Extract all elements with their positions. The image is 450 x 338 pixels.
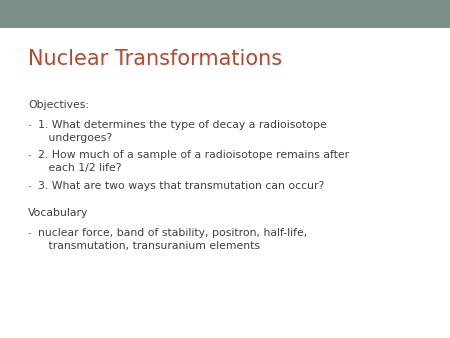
Text: Nuclear Transformations: Nuclear Transformations xyxy=(28,49,282,69)
Text: Objectives:: Objectives: xyxy=(28,100,89,110)
Text: ·: · xyxy=(28,228,32,241)
Bar xyxy=(0,0,450,28)
Text: 3. What are two ways that transmutation can occur?: 3. What are two ways that transmutation … xyxy=(38,181,324,191)
Text: ·: · xyxy=(28,150,32,163)
Text: ·: · xyxy=(28,120,32,133)
Text: ·: · xyxy=(28,181,32,194)
Text: Vocabulary: Vocabulary xyxy=(28,208,88,218)
Text: nuclear force, band of stability, positron, half-life,
   transmutation, transur: nuclear force, band of stability, positr… xyxy=(38,228,307,251)
Text: 2. How much of a sample of a radioisotope remains after
   each 1/2 life?: 2. How much of a sample of a radioisotop… xyxy=(38,150,349,173)
Text: 1. What determines the type of decay a radioisotope
   undergoes?: 1. What determines the type of decay a r… xyxy=(38,120,327,143)
